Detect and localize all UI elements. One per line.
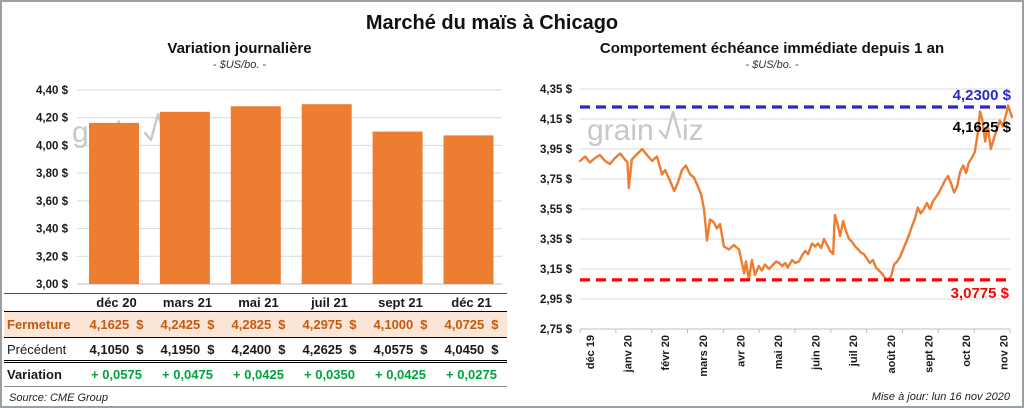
line-x-tick-label: juil 20 (848, 335, 860, 367)
table-cell: 4,2625 $ (302, 341, 357, 357)
table-cell: 4,0450 $ (444, 341, 499, 357)
bar-sept 21 (372, 131, 423, 284)
row-label: Fermeture (7, 317, 71, 332)
table-cell: 4,2975 $ (302, 317, 357, 332)
line-x-tick-label: sept 20 (923, 335, 935, 373)
updated-note: Mise à jour: lun 16 nov 2020 (871, 391, 1010, 403)
table-cell: 4,2425 $ (160, 317, 215, 332)
line-x-tick-label: avr 20 (735, 335, 747, 367)
grainwiz-watermark-zigzag (143, 112, 167, 142)
table-header-cell: déc 21 (451, 295, 492, 310)
futures-table: déc 20 mars 21 mai 21 juil 21 sept 21 déc 21 F… (4, 293, 507, 387)
line-x-tick-label: nov 20 (999, 335, 1011, 370)
line-y-tick-label: 3,95 $ (540, 144, 573, 156)
line-chart-subtitle: - $US/bo. - (745, 59, 799, 71)
bar-y-tick-label: 3,40 $ (36, 224, 69, 236)
line-x-tick-label: août 20 (886, 335, 898, 374)
line-x-tick-label: mai 20 (773, 335, 785, 369)
line-x-tick-label: oct 20 (961, 335, 973, 367)
grainwiz-watermark: grain (587, 114, 654, 147)
bar-y-tick-label: 4,00 $ (36, 140, 69, 152)
bar-déc 21 (443, 135, 494, 284)
table-row-variation: Variation + 0,0575 + 0,0475 + 0,0425 + 0,035… (4, 363, 507, 387)
table-cell: 4,1625 $ (89, 317, 144, 332)
table-header-cell: juil 21 (311, 295, 348, 310)
row-label: Variation (7, 367, 62, 382)
line-y-tick-label: 3,15 $ (540, 264, 573, 276)
table-row-precedent: Précédent 4,1050 $ 4,1950 $ 4,2400 $ 4,2625 $ 4,0… (4, 338, 507, 363)
page-title: Marché du maïs à Chicago (365, 12, 619, 34)
bar-chart-title: Variation journalière (167, 40, 312, 57)
line-x-tick-label: mars 20 (698, 335, 710, 377)
last-price-label: 4,1625 $ (952, 119, 1011, 136)
table-cell: + 0,0275 (446, 367, 497, 382)
bar-y-tick-label: 3,20 $ (36, 251, 69, 263)
grainwiz-watermark: iz (167, 116, 189, 149)
line-y-tick-label: 3,55 $ (540, 204, 573, 216)
bar-y-tick-label: 3,60 $ (36, 196, 69, 208)
line-x-tick-label: janv 20 (623, 335, 635, 373)
price-line-series (578, 104, 1014, 281)
table-header-cell: mai 21 (238, 295, 279, 310)
row-label: Précédent (7, 341, 67, 357)
bar-mai 21 (230, 106, 281, 285)
high-line-label: 4,2300 $ (952, 87, 1011, 104)
bar-y-tick-label: 3,80 $ (36, 168, 69, 180)
line-y-tick-label: 4,15 $ (540, 114, 573, 126)
bar-mars 21 (159, 111, 210, 284)
bar-juil 21 (301, 104, 352, 284)
grainwiz-watermark: grain (72, 116, 139, 149)
table-cell: + 0,0425 (375, 367, 426, 382)
bar-y-tick-label: 4,40 $ (36, 85, 69, 97)
table-header-cell: déc 20 (96, 295, 137, 310)
line-x-tick-label: févr 20 (660, 335, 672, 370)
table-cell: 4,2825 $ (231, 317, 286, 332)
table-cell: 4,0575 $ (373, 341, 428, 357)
table-header-cell: mars 21 (162, 295, 213, 310)
table-cell: + 0,0425 (233, 367, 284, 382)
line-y-tick-label: 4,35 $ (540, 84, 573, 96)
table-cell: 4,1050 $ (89, 341, 144, 357)
line-y-tick-label: 2,75 $ (540, 324, 573, 336)
bar-y-tick-label: 3,00 $ (36, 279, 69, 291)
table-cell: + 0,0475 (162, 367, 213, 382)
grainwiz-watermark-zigzag (658, 110, 682, 140)
table-cell: + 0,0575 (91, 367, 142, 382)
line-x-tick-label: déc 19 (585, 335, 597, 369)
source-note: Source: CME Group (9, 392, 109, 404)
grainwiz-watermark: iz (682, 114, 704, 147)
bar-chart-subtitle: - $US/bo. - (212, 59, 267, 71)
table-header-row: déc 20 mars 21 mai 21 juil 21 sept 21 déc 21 (4, 293, 507, 312)
table-cell: 4,1950 $ (160, 341, 215, 357)
line-chart-title: Comportement échéance immédiate depuis 1… (599, 40, 945, 57)
table-row-fermeture: Fermeture 4,1625 $ 4,2425 $ 4,2825 $ 4,2975 $ 4,1… (4, 312, 507, 338)
bar-déc 20 (89, 122, 139, 285)
table-cell: 4,0725 $ (444, 317, 499, 332)
table-cell: + 0,0350 (304, 367, 355, 382)
table-header-cell: sept 21 (378, 295, 423, 310)
line-x-tick-label: juin 20 (811, 335, 823, 371)
line-y-tick-label: 3,35 $ (540, 234, 573, 246)
line-y-tick-label: 2,95 $ (540, 294, 573, 306)
line-y-tick-label: 3,75 $ (540, 174, 573, 186)
table-cell: 4,1000 $ (373, 317, 428, 332)
table-cell: 4,2400 $ (231, 341, 286, 357)
low-line-label: 3,0775 $ (950, 285, 1009, 302)
bar-y-tick-label: 4,20 $ (36, 113, 69, 125)
